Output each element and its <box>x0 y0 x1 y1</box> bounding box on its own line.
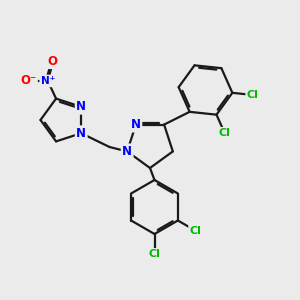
Text: Cl: Cl <box>148 249 160 260</box>
Text: N: N <box>122 145 132 158</box>
Text: N⁺: N⁺ <box>41 76 55 86</box>
Text: Cl: Cl <box>219 128 231 138</box>
Text: N: N <box>131 118 141 131</box>
Text: O: O <box>48 55 58 68</box>
Text: O⁻: O⁻ <box>20 74 36 87</box>
Text: N: N <box>76 100 86 113</box>
Text: N: N <box>76 127 86 140</box>
Text: Cl: Cl <box>190 226 202 236</box>
Text: Cl: Cl <box>247 90 259 100</box>
